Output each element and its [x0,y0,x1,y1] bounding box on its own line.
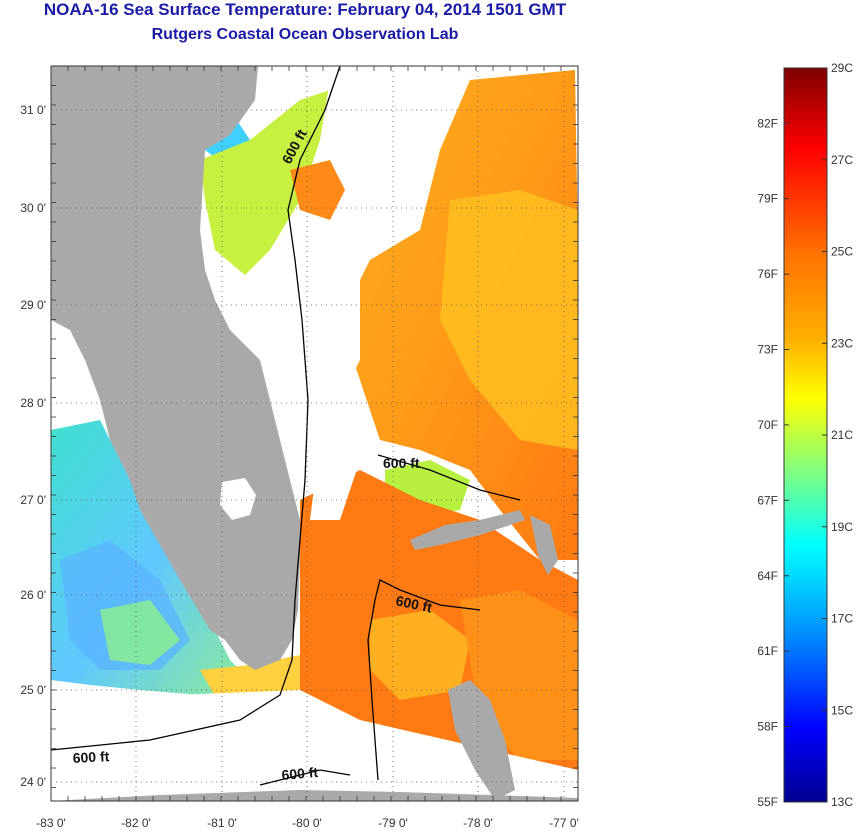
nefl-orange-patch [290,160,345,220]
florida-land [51,66,300,670]
colorbar-c-label: 25C [831,245,853,259]
colorbar-f-label: 55F [757,795,778,809]
colorbar-f-label: 70F [757,418,778,432]
lake-okeechobee [220,478,256,520]
isobath-bahamas-north [377,454,521,501]
lon-label: -79 0' [378,816,408,830]
contour-label-600ft: 600 ft [394,592,433,615]
colorbar-gradient [783,67,828,803]
lat-label: 24 0' [20,775,46,789]
lat-label: 29 0' [20,298,46,312]
lon-label: -77 0' [549,816,579,830]
lat-label: 27 0' [20,493,46,507]
colorbar-f-label: 79F [757,192,778,206]
colorbar-f-label: 67F [757,493,778,507]
cloud-patch [320,70,445,180]
latitude-labels: 31 0' 30 0' 29 0' 28 0' 27 0' 26 0' 25 0' 24 0' [20,103,46,789]
colorbar-f-label: 82F [757,116,778,130]
colorbar-f-label: 76F [757,267,778,281]
colorbar-f-label: 58F [757,720,778,734]
colorbar-c-label: 19C [831,520,853,534]
lat-label: 30 0' [20,201,46,215]
colorbar-c-label: 29C [831,61,853,75]
isobath-straits-west [367,599,379,781]
colorbar-f-label: 64F [757,569,778,583]
cuba-coast [51,790,578,801]
lon-label: -80 0' [292,816,322,830]
colorbar-ticks [784,67,827,803]
colorbar-c-label: 27C [831,153,853,167]
colorbar-c-label: 15C [831,703,853,717]
lat-label: 28 0' [20,396,46,410]
atlantic-yellow-band [440,190,578,450]
contour-label-600ft: 600 ft [383,455,420,471]
cloud-patch [51,690,578,801]
lon-label: -78 0' [463,816,493,830]
colorbar-c-label: 21C [831,428,853,442]
longitude-labels: -83 0' -82 0' -81 0' -80 0' -79 0' -78 0' -77 … [36,816,579,830]
colorbar-f-label: 61F [757,644,778,658]
isobath-contours [50,65,521,786]
colorbar-f-label: 73F [757,343,778,357]
contour-label-600ft: 600 ft [72,748,110,766]
lon-label: -81 0' [207,816,237,830]
lat-label: 31 0' [20,103,46,117]
map-title: NOAA-16 Sea Surface Temperature: Februar… [43,0,567,19]
colorbar-c-label: 17C [831,612,853,626]
lat-label: 26 0' [20,588,46,602]
colorbar-fahrenheit-labels: 82F 79F 76F 73F 70F 67F 64F 61F 58F 55F [757,116,778,809]
cloud-patch [310,440,360,520]
andros-island [448,680,515,800]
lon-label: -82 0' [121,816,151,830]
lat-label: 25 0' [20,683,46,697]
colorbar-c-label: 23C [831,336,853,350]
gulf-green-patch [100,600,180,665]
isobath-cuba [259,769,351,786]
colorbar-celsius-labels: 29C 27C 25C 23C 21C 19C 17C 15C 13C [831,61,853,809]
grand-bahama-island [410,510,525,550]
nefl-yellowgreen-water [200,90,330,275]
cloud-patch [300,220,360,440]
straits-yellow-patch [370,610,470,700]
map-gridlines [50,65,579,801]
abaco-island [530,515,558,575]
lon-label: -83 0' [36,816,66,830]
map-subtitle: Rutgers Coastal Ocean Observation Lab [151,26,459,43]
isobath-straits [374,579,481,611]
map-frame [50,65,579,802]
colorbar-c-label: 13C [831,795,853,809]
isobath-florida-east [50,65,341,751]
contour-label-600ft: 600 ft [281,764,319,783]
